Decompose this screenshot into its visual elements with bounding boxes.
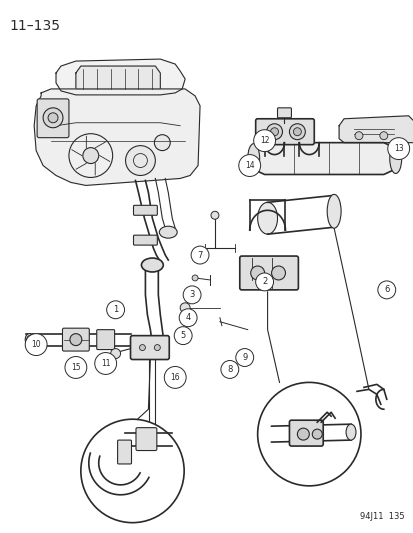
Polygon shape (56, 59, 185, 95)
Circle shape (174, 327, 192, 345)
Text: 9: 9 (242, 353, 247, 362)
Circle shape (191, 246, 209, 264)
FancyBboxPatch shape (97, 330, 114, 350)
Circle shape (270, 128, 278, 136)
Circle shape (83, 148, 98, 164)
FancyBboxPatch shape (277, 108, 291, 118)
Text: 15: 15 (71, 363, 81, 372)
FancyBboxPatch shape (289, 420, 323, 446)
FancyBboxPatch shape (135, 427, 157, 450)
Circle shape (293, 128, 301, 136)
Circle shape (95, 352, 116, 375)
Circle shape (235, 349, 253, 367)
Text: 2: 2 (261, 277, 266, 286)
Circle shape (81, 419, 184, 523)
FancyBboxPatch shape (239, 256, 298, 290)
Text: 11–135: 11–135 (9, 19, 60, 33)
Circle shape (255, 273, 273, 291)
Circle shape (25, 334, 47, 356)
Text: 5: 5 (180, 331, 185, 340)
Polygon shape (76, 66, 160, 89)
Circle shape (387, 138, 408, 159)
Ellipse shape (389, 144, 401, 173)
Text: 4: 4 (185, 313, 190, 322)
Circle shape (154, 345, 160, 351)
Text: 12: 12 (259, 136, 269, 145)
Ellipse shape (247, 144, 259, 173)
Circle shape (297, 428, 309, 440)
FancyBboxPatch shape (133, 205, 157, 215)
FancyBboxPatch shape (37, 99, 69, 138)
Circle shape (154, 135, 170, 151)
Ellipse shape (326, 195, 340, 228)
Text: 11: 11 (101, 359, 110, 368)
Circle shape (125, 146, 155, 175)
Ellipse shape (27, 336, 32, 344)
Circle shape (110, 349, 120, 359)
Circle shape (180, 303, 190, 313)
Ellipse shape (25, 334, 33, 345)
Circle shape (164, 367, 186, 389)
Text: 14: 14 (244, 161, 254, 170)
Text: 16: 16 (170, 373, 180, 382)
FancyBboxPatch shape (117, 440, 131, 464)
Circle shape (271, 266, 285, 280)
Circle shape (211, 211, 218, 219)
FancyBboxPatch shape (130, 336, 169, 360)
Circle shape (377, 281, 395, 299)
FancyBboxPatch shape (133, 235, 157, 245)
Circle shape (354, 132, 362, 140)
Text: 6: 6 (383, 285, 389, 294)
Circle shape (69, 134, 112, 177)
Circle shape (107, 301, 124, 319)
Circle shape (221, 360, 238, 378)
Circle shape (289, 124, 305, 140)
Text: 8: 8 (227, 365, 232, 374)
Circle shape (183, 286, 201, 304)
Polygon shape (338, 116, 413, 143)
Circle shape (379, 132, 387, 140)
Circle shape (257, 382, 360, 486)
Polygon shape (249, 143, 400, 174)
Circle shape (139, 345, 145, 351)
Circle shape (70, 334, 82, 345)
Text: 13: 13 (393, 144, 403, 153)
Ellipse shape (141, 258, 163, 272)
FancyBboxPatch shape (62, 328, 89, 351)
Circle shape (250, 266, 264, 280)
Circle shape (192, 275, 197, 281)
Text: 94J11  135: 94J11 135 (359, 512, 404, 521)
FancyBboxPatch shape (255, 119, 313, 144)
Text: 7: 7 (197, 251, 202, 260)
Circle shape (238, 155, 260, 176)
Circle shape (179, 309, 197, 327)
Polygon shape (34, 89, 199, 185)
Circle shape (43, 108, 63, 128)
Text: 10: 10 (31, 340, 41, 349)
Circle shape (311, 429, 321, 439)
Ellipse shape (159, 226, 177, 238)
Circle shape (266, 124, 282, 140)
Circle shape (65, 357, 87, 378)
Ellipse shape (257, 203, 277, 234)
Circle shape (48, 113, 58, 123)
Ellipse shape (345, 424, 355, 440)
Text: 3: 3 (189, 290, 195, 300)
Text: 1: 1 (113, 305, 118, 314)
Circle shape (253, 130, 275, 151)
